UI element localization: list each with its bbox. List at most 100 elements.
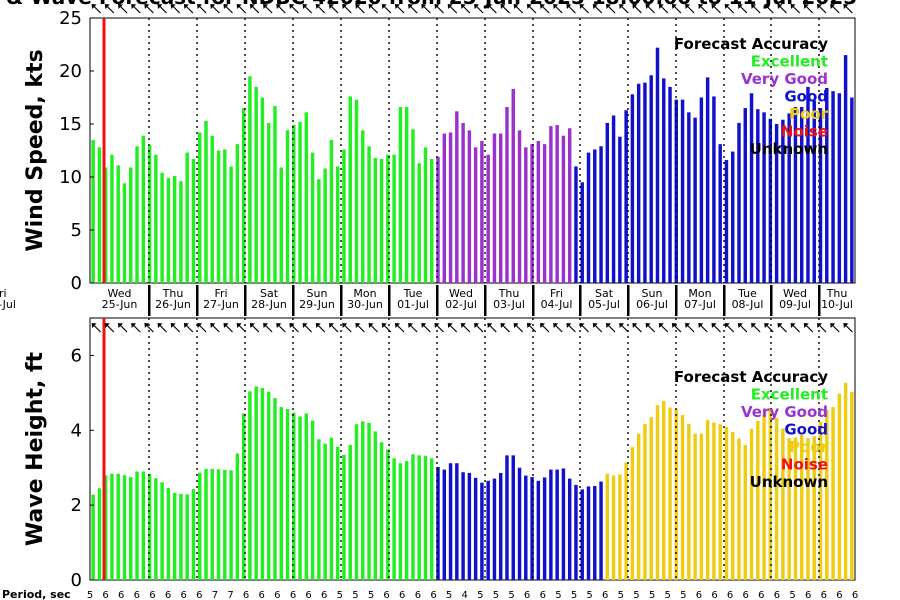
bar — [417, 163, 421, 283]
day-name-label: Tue — [737, 287, 757, 300]
bar — [555, 125, 559, 283]
wind-direction-arrow — [315, 4, 326, 14]
day-name-label: Wed — [449, 287, 473, 300]
arrow-head — [315, 4, 321, 9]
y-tick-label: 15 — [59, 114, 82, 135]
bar — [837, 393, 842, 580]
bar — [762, 112, 766, 283]
day-date-label: 03-Jul — [493, 298, 525, 311]
bar — [593, 149, 597, 283]
arrow-head — [566, 4, 572, 9]
bar — [473, 147, 478, 283]
bar — [486, 480, 490, 580]
wind-direction-arrow — [540, 4, 550, 14]
bar — [649, 75, 653, 284]
bar — [662, 78, 666, 283]
legend-item: Poor — [789, 438, 829, 456]
bar — [223, 149, 227, 283]
y-axis-label: Wave Height, ft — [23, 351, 48, 546]
period-value: 5 — [477, 590, 483, 600]
wind-direction-arrow — [144, 323, 154, 333]
bar — [724, 426, 729, 580]
bar — [674, 99, 679, 284]
day-date-label: 01-Jul — [397, 298, 429, 311]
y-tick-label: 5 — [71, 220, 82, 241]
wind-direction-arrow — [500, 323, 510, 333]
arrow-head — [777, 323, 783, 328]
bar — [712, 422, 716, 580]
current-time-line — [102, 318, 106, 580]
period-value: 5 — [368, 590, 374, 600]
arrow-head — [447, 323, 453, 328]
arrow-head — [592, 4, 598, 9]
y-tick-label: 4 — [71, 420, 82, 441]
bar — [147, 474, 152, 580]
period-value: 5 — [337, 590, 343, 600]
bar — [743, 444, 747, 580]
bar — [411, 454, 415, 580]
bar — [141, 135, 146, 283]
bar — [335, 446, 340, 580]
bar — [825, 409, 829, 580]
bar — [574, 484, 578, 580]
wind-direction-arrow — [751, 323, 761, 333]
wind-direction-arrow — [487, 323, 497, 333]
wind-direction-arrow — [790, 323, 801, 333]
day-date-label: 09-Jul — [779, 298, 811, 311]
arrow-head — [698, 4, 704, 9]
bar — [423, 455, 428, 580]
bar — [687, 423, 691, 580]
bar — [198, 132, 202, 283]
bar — [442, 133, 447, 283]
arrow-head — [276, 4, 282, 9]
bar — [448, 463, 453, 580]
bar — [517, 130, 522, 283]
bar — [787, 113, 791, 284]
period-axis-label: Period, sec — [2, 588, 71, 600]
bar — [705, 77, 710, 283]
period-value: 5 — [665, 590, 671, 600]
wind-direction-arrow — [276, 4, 286, 14]
arrow-head — [513, 4, 519, 9]
day-separator — [388, 285, 391, 316]
bar — [455, 463, 459, 580]
arrow-head — [711, 323, 717, 328]
bar — [511, 89, 515, 284]
bar — [586, 152, 591, 283]
bar — [693, 433, 697, 580]
bar — [555, 469, 559, 580]
bar — [129, 477, 133, 580]
bar — [455, 111, 459, 283]
wind-direction-arrow — [263, 4, 273, 14]
bar — [542, 477, 547, 580]
bar — [687, 112, 691, 283]
bar — [498, 472, 503, 580]
bar — [210, 135, 214, 283]
wind-direction-arrow — [263, 323, 273, 333]
bar — [524, 475, 528, 580]
bar — [129, 167, 133, 283]
y-tick-label: 10 — [59, 167, 82, 188]
bar — [392, 458, 396, 580]
bar — [279, 407, 283, 580]
period-value: 7 — [227, 590, 233, 600]
period-value: 5 — [352, 590, 358, 600]
arrow-head — [131, 4, 137, 9]
period-value: 6 — [711, 590, 717, 600]
arrow-head — [342, 323, 348, 328]
wind-direction-arrow — [777, 323, 787, 333]
wind-direction-arrow — [210, 323, 220, 333]
arrow-head — [381, 4, 387, 9]
bar — [317, 439, 321, 580]
bar — [430, 158, 434, 283]
wind-direction-arrow — [460, 323, 471, 333]
wind-direction-arrow — [421, 4, 431, 14]
bar — [580, 489, 584, 580]
wind-direction-arrow — [223, 323, 233, 333]
wind-direction-arrow — [474, 323, 484, 333]
arrow-head — [566, 323, 572, 328]
day-separator — [148, 285, 151, 316]
wind-direction-arrow — [526, 4, 537, 14]
bar — [354, 99, 359, 284]
day-separator — [770, 285, 773, 316]
